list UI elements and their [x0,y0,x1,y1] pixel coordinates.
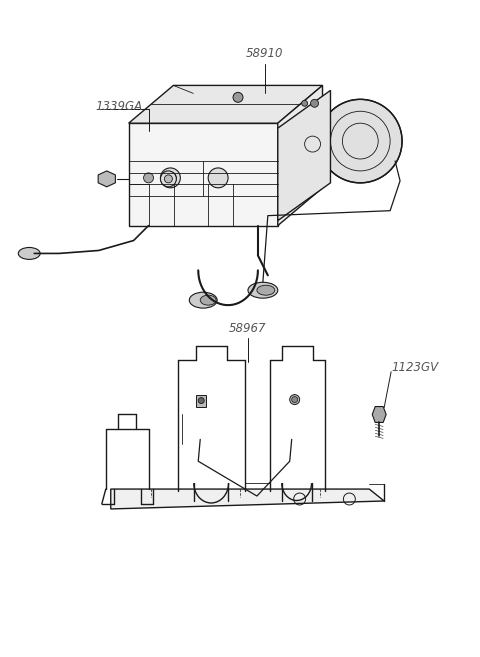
Circle shape [165,175,172,183]
Circle shape [160,171,176,187]
Polygon shape [278,85,323,225]
Ellipse shape [257,285,275,295]
Polygon shape [278,91,330,221]
Ellipse shape [200,295,216,305]
Text: 1339GA: 1339GA [96,100,143,113]
Polygon shape [129,85,323,124]
Polygon shape [129,124,278,225]
Text: 1123GV: 1123GV [391,361,438,374]
Polygon shape [98,171,115,187]
Circle shape [301,101,308,106]
Circle shape [160,168,180,188]
Polygon shape [111,489,384,509]
Circle shape [233,93,243,102]
Ellipse shape [189,292,217,308]
Circle shape [292,397,298,403]
Circle shape [144,173,154,183]
Circle shape [319,99,402,183]
Ellipse shape [248,283,278,298]
Polygon shape [196,395,206,407]
Circle shape [198,397,204,403]
Polygon shape [372,407,386,422]
Ellipse shape [18,248,40,260]
Circle shape [311,99,319,107]
Text: 58967: 58967 [229,322,267,335]
Circle shape [208,168,228,188]
Circle shape [290,395,300,405]
Text: 58910: 58910 [246,47,284,60]
